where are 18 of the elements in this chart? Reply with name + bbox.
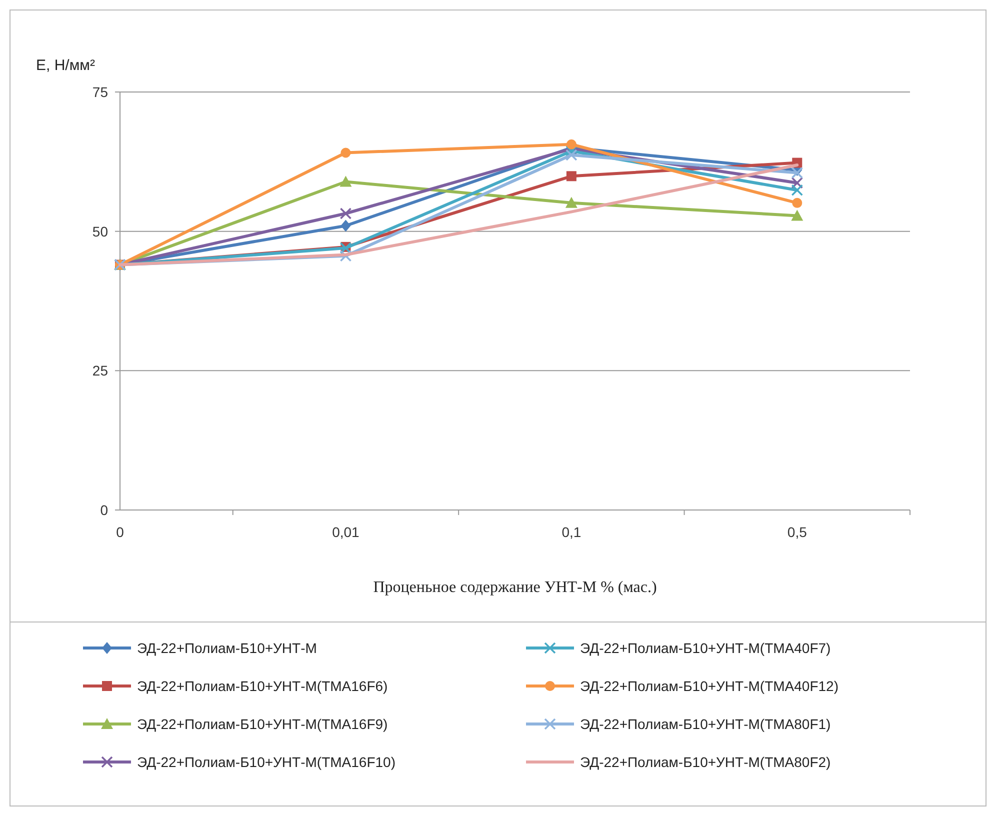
y-tick-label: 75	[92, 84, 108, 100]
y-tick-label: 0	[100, 502, 108, 518]
legend-label: ЭД-22+Полиам-Б10+УНТ-М(TMA16F9)	[137, 716, 388, 732]
legend-label: ЭД-22+Полиам-Б10+УНТ-М	[137, 640, 317, 656]
y-axis-title: E, Н/мм²	[36, 57, 95, 74]
x-tick-label: 0,1	[562, 524, 582, 540]
x-tick-label: 0,5	[787, 524, 808, 540]
legend-label: ЭД-22+Полиам-Б10+УНТ-М(TMA16F6)	[137, 678, 388, 694]
legend-label: ЭД-22+Полиам-Б10+УНТ-М(TMA40F12)	[580, 678, 838, 694]
legend-label: ЭД-22+Полиам-Б10+УНТ-М(TMA16F10)	[137, 754, 396, 770]
x-tick-label: 0,01	[332, 524, 360, 540]
x-tick-label: 0	[116, 524, 124, 540]
y-tick-label: 25	[92, 362, 108, 379]
legend-label: ЭД-22+Полиам-Б10+УНТ-М(TMA40F7)	[580, 640, 831, 656]
legend-label: ЭД-22+Полиам-Б10+УНТ-М(TMA80F2)	[580, 754, 831, 770]
legend-label: ЭД-22+Полиам-Б10+УНТ-М(TMA80F1)	[580, 716, 831, 732]
x-axis-title: Проценьное содержание УНТ-М % (мас.)	[373, 579, 657, 596]
y-tick-label: 50	[92, 223, 108, 240]
